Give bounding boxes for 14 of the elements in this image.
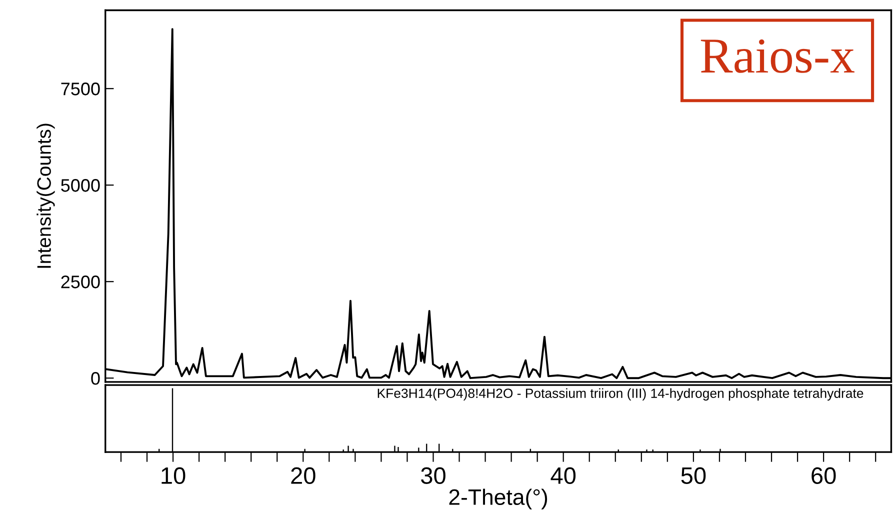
annotation: KFe3H14(PO4)8!4H2O - Potassium triiron (III) 14-hydrogen phosphate tetrahydrate — [378, 388, 864, 401]
y-tick-label: 5000 — [61, 179, 100, 192]
x-tick-label: 50 — [681, 467, 706, 484]
y-tick-label: 0 — [91, 372, 100, 385]
x-tick-label: 30 — [421, 467, 446, 484]
x-tick-label: 40 — [550, 467, 576, 484]
x-tick-label: 10 — [162, 467, 186, 484]
x-tick-label: 20 — [291, 467, 316, 484]
y-tick-label: 7500 — [61, 82, 100, 96]
y-axis-title: Intensity(Counts) — [36, 124, 55, 268]
annotation: Raios-x — [700, 39, 854, 73]
x-axis-title: 2-Theta(°) — [449, 488, 548, 510]
y-tick-label: 2500 — [61, 276, 100, 288]
x-tick-label: 60 — [812, 467, 836, 484]
